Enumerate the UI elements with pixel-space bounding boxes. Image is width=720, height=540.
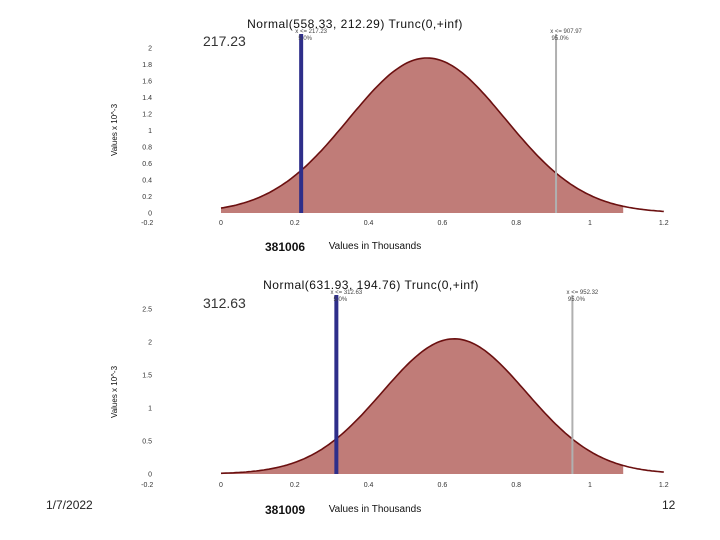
x-tick-label: 1 bbox=[588, 482, 592, 489]
chart-1-right-marker-label: x <= 907.97 bbox=[550, 29, 582, 35]
x-tick-label: -0.2 bbox=[141, 482, 153, 489]
chart-1-left-marker-label: x <= 217.23 bbox=[295, 29, 327, 35]
chart-1-ylabel: Values x 10^-3 bbox=[110, 103, 119, 156]
x-tick-label: 1.2 bbox=[659, 220, 669, 227]
chart-1: Normal(558.33, 212.29) Trunc(0,+inf) 0 0.… bbox=[110, 17, 669, 254]
x-tick-label: 0.2 bbox=[290, 482, 300, 489]
chart-2-code: 381009 bbox=[265, 503, 305, 517]
chart-1-density-curve bbox=[220, 57, 664, 213]
x-tick-label: 0.2 bbox=[290, 220, 300, 227]
chart-2-left-marker-label: x <= 312.63 bbox=[331, 290, 363, 296]
chart-1-xlabel: Values in Thousands bbox=[329, 241, 421, 252]
x-tick-label: 1.2 bbox=[659, 482, 669, 489]
footer-page-number: 12 bbox=[662, 498, 676, 512]
chart-2-y-ticks: 0 0.5 1 1.5 2 2.5 bbox=[142, 307, 152, 479]
chart-2-right-marker-pct: 95.0% bbox=[568, 297, 586, 303]
y-tick-label: 1 bbox=[148, 406, 152, 413]
y-tick-label: 0 bbox=[148, 211, 152, 218]
x-tick-label: 1 bbox=[588, 220, 592, 227]
y-tick-label: 1.5 bbox=[142, 373, 152, 380]
chart-2-overlay-value: 312.63 bbox=[203, 295, 246, 311]
chart-1-x-ticks: -0.2 0 0.2 0.4 0.6 0.8 1 1.2 bbox=[141, 220, 669, 227]
x-tick-label: 0 bbox=[219, 482, 223, 489]
y-tick-label: 1.2 bbox=[142, 112, 152, 119]
x-tick-label: 0 bbox=[219, 220, 223, 227]
y-tick-label: 2 bbox=[148, 46, 152, 53]
footer-date: 1/7/2022 bbox=[46, 498, 93, 512]
y-tick-label: 1.4 bbox=[142, 95, 152, 102]
y-tick-label: 0 bbox=[148, 472, 152, 479]
chart-2-left-marker-pct: 5.0% bbox=[334, 297, 348, 303]
chart-2-density-curve bbox=[220, 337, 664, 475]
y-tick-label: 0.5 bbox=[142, 439, 152, 446]
chart-2-density-area bbox=[221, 338, 624, 474]
chart-1-title: Normal(558.33, 212.29) Trunc(0,+inf) bbox=[247, 17, 463, 31]
chart-2-title: Normal(631.93, 194.76) Trunc(0,+inf) bbox=[263, 278, 479, 292]
chart-1-y-ticks: 0 0.2 0.4 0.6 0.8 1 1.2 1.4 1.6 1.8 2 bbox=[142, 46, 152, 218]
y-tick-label: 0.6 bbox=[142, 161, 152, 168]
chart-1-left-marker-pct: 5.0% bbox=[298, 36, 312, 42]
chart-2-x-ticks: -0.2 0 0.2 0.4 0.6 0.8 1 1.2 bbox=[141, 482, 669, 489]
y-tick-label: 0.8 bbox=[142, 145, 152, 152]
chart-1-right-marker-pct: 95.0% bbox=[552, 36, 570, 42]
x-tick-label: 0.8 bbox=[511, 220, 521, 227]
chart-2-xlabel: Values in Thousands bbox=[329, 504, 421, 515]
x-tick-label: 0.6 bbox=[438, 220, 448, 227]
y-tick-label: 0.2 bbox=[142, 194, 152, 201]
chart-1-overlay-value: 217.23 bbox=[203, 33, 246, 49]
y-tick-label: 1.6 bbox=[142, 79, 152, 86]
x-tick-label: -0.2 bbox=[141, 220, 153, 227]
chart-1-code: 381006 bbox=[265, 240, 305, 254]
y-tick-label: 2 bbox=[148, 340, 152, 347]
chart-1-density-area bbox=[221, 58, 624, 213]
y-tick-label: 0.4 bbox=[142, 178, 152, 185]
y-tick-label: 2.5 bbox=[142, 307, 152, 314]
x-tick-label: 0.6 bbox=[438, 482, 448, 489]
chart-2: Normal(631.93, 194.76) Trunc(0,+inf) 0 0.… bbox=[110, 278, 669, 517]
chart-2-ylabel: Values x 10^-3 bbox=[110, 365, 119, 418]
x-tick-label: 0.4 bbox=[364, 482, 374, 489]
x-tick-label: 0.8 bbox=[511, 482, 521, 489]
y-tick-label: 1.8 bbox=[142, 62, 152, 69]
y-tick-label: 1 bbox=[148, 128, 152, 135]
chart-2-right-marker-label: x <= 952.32 bbox=[567, 290, 599, 296]
x-tick-label: 0.4 bbox=[364, 220, 374, 227]
